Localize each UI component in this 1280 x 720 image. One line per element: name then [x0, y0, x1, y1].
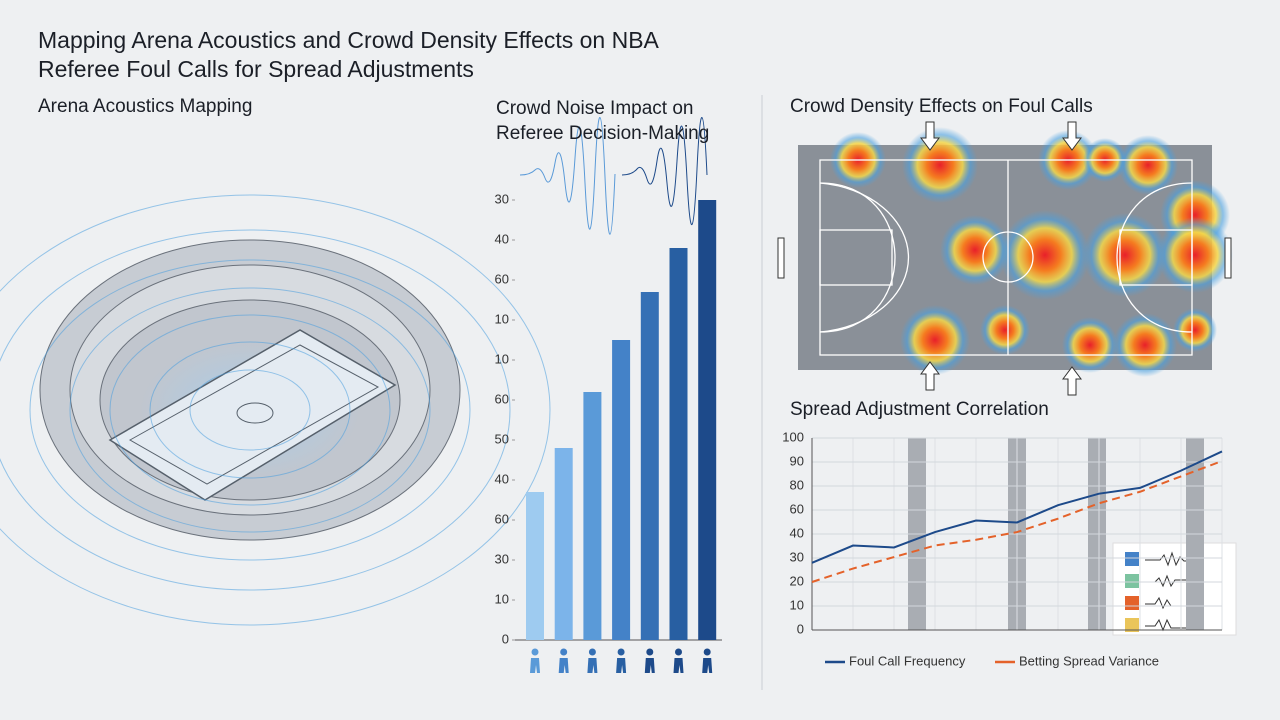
person-body — [530, 658, 540, 673]
y-tick-label: 20 — [790, 573, 804, 588]
person-icon — [616, 648, 627, 673]
heatmap-court — [777, 121, 1233, 396]
bar — [612, 340, 631, 640]
bar — [526, 492, 544, 640]
waveforms — [519, 117, 708, 235]
person-head — [588, 648, 596, 656]
bar — [554, 448, 573, 640]
legend-label: Foul Call Frequency — [849, 653, 966, 668]
person-body — [558, 658, 569, 673]
y-tick-label: 10 — [495, 591, 509, 606]
series-line — [811, 450, 1223, 564]
y-tick-label: 0 — [797, 621, 804, 636]
y-tick-label: 30 — [495, 191, 509, 206]
y-tick-label: 40 — [495, 231, 509, 246]
person-head — [531, 648, 539, 656]
bar — [669, 248, 688, 640]
person-body — [616, 658, 627, 673]
legend-label: Betting Spread Variance — [1019, 653, 1159, 668]
person-icon — [644, 648, 655, 673]
bar — [698, 200, 717, 640]
y-tick-label: 10 — [495, 351, 509, 366]
series-line — [811, 460, 1223, 583]
y-tick-label: 60 — [790, 501, 804, 516]
person-head — [675, 648, 682, 656]
person-body — [702, 658, 713, 673]
y-tick-label: 90 — [790, 453, 804, 468]
y-tick-label: 30 — [495, 551, 509, 566]
y-tick-label: 30 — [790, 549, 804, 564]
person-body — [673, 658, 684, 673]
arena-illustration — [0, 194, 551, 626]
person-body — [587, 658, 598, 673]
person-head — [617, 648, 625, 656]
panel-title: Crowd Noise Impact on Referee Decision-M… — [496, 98, 710, 144]
y-tick-label: 80 — [790, 477, 804, 492]
bar — [640, 292, 659, 640]
y-tick-label: 60 — [495, 511, 509, 526]
person-body — [644, 658, 655, 673]
y-tick-label: 60 — [495, 271, 509, 286]
y-tick-label: 100 — [782, 429, 804, 444]
y-tick-label: 40 — [790, 525, 804, 540]
y-tick-label: 50 — [495, 431, 509, 446]
person-icon — [558, 648, 569, 673]
person-head — [560, 648, 568, 656]
y-tick-label: 40 — [495, 471, 509, 486]
person-head — [646, 648, 654, 656]
inset-legend — [1112, 542, 1237, 636]
panel-title: Spread Adjustment Correlation — [790, 399, 1049, 420]
page-title: Mapping Arena Acoustics and Crowd Densit… — [38, 27, 658, 82]
y-tick-label: 10 — [495, 311, 509, 326]
person-icon — [673, 648, 684, 673]
person-icon — [530, 648, 540, 673]
y-tick-label: 10 — [790, 597, 804, 612]
bar — [583, 392, 602, 640]
panel-title: Arena Acoustics Mapping — [38, 96, 253, 117]
person-icon — [702, 648, 713, 673]
person-icon — [587, 648, 598, 673]
y-tick-label: 0 — [502, 631, 509, 646]
panel-title: Crowd Density Effects on Foul Calls — [790, 96, 1093, 117]
y-tick-label: 60 — [495, 391, 509, 406]
person-head — [703, 648, 711, 656]
